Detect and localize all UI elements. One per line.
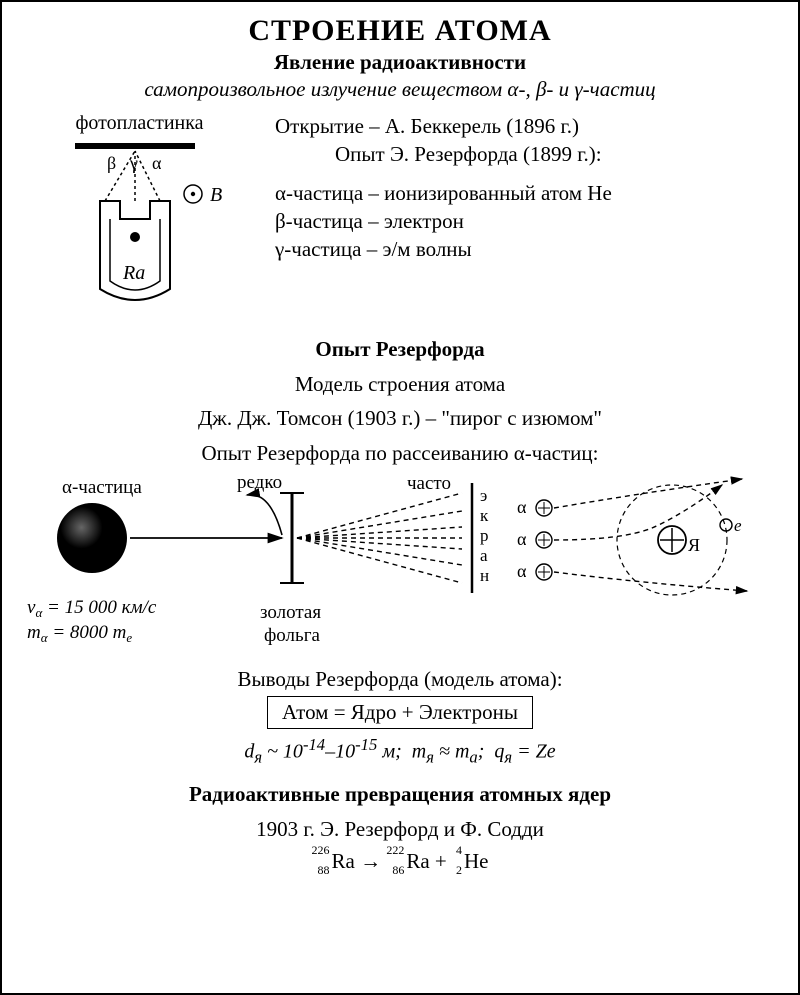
discovery-row: фотопластинка β γ α B⃗ Ra xyxy=(22,112,778,319)
discovery-line1: Открытие – А. Беккерель (1896 г.) xyxy=(275,112,778,140)
foil-label2: фольга xyxy=(264,625,321,646)
model-line3: Опыт Резерфорда по рассеиванию α-частиц: xyxy=(22,439,778,467)
nuclide-ra226: 22688Ra xyxy=(312,849,355,874)
alpha-velocity: vα = 15 000 км/с xyxy=(27,597,157,620)
screen-letter-2: р xyxy=(480,526,489,545)
discovery-lines: Открытие – А. Беккерель (1896 г.) Опыт Э… xyxy=(275,112,778,169)
screen-letter-3: а xyxy=(480,546,488,565)
screen-letter-0: э xyxy=(480,486,487,505)
nuclide-he4: 42He xyxy=(452,849,489,874)
gamma-label: γ xyxy=(129,153,138,173)
photoplate-label: фотопластинка xyxy=(22,112,257,135)
subtitle-italic: самопроизвольное излучение веществом α-,… xyxy=(22,77,778,102)
svg-text:α: α xyxy=(517,529,527,549)
experiment-heading: Опыт Резерфорда xyxy=(22,337,778,362)
alpha-ball-icon xyxy=(57,503,127,573)
screen-letter-1: к xyxy=(480,506,489,525)
alpha-label: α xyxy=(152,153,162,173)
conclusion-label: Выводы Резерфорда (модель атома): xyxy=(22,667,778,692)
alpha-particle-line: α-частица – ионизированный атом He xyxy=(275,179,778,207)
alpha-particle-label: α-частица xyxy=(62,477,142,498)
beta-label: β xyxy=(107,153,116,173)
discovery-line2: Опыт Э. Резерфорда (1899 г.): xyxy=(275,140,778,168)
rare-label: редко xyxy=(237,473,282,493)
decay-equation: 22688Ra → 22286Ra + 42He xyxy=(22,849,778,874)
radio-heading: Радиоактивные превращения атомных ядер xyxy=(22,782,778,807)
foil-label1: золотая xyxy=(260,602,321,623)
radio-year: 1903 г. Э. Резерфорд и Ф. Содди xyxy=(22,815,778,843)
alpha-mass: mα = 8000 me xyxy=(27,622,132,645)
radioactivity-diagram-col: фотопластинка β γ α B⃗ Ra xyxy=(22,112,257,319)
ra-label: Ra xyxy=(122,262,145,284)
nuclide-ra222: 22286Ra xyxy=(386,849,429,874)
radioactivity-diagram: β γ α B⃗ Ra xyxy=(30,139,250,314)
svg-text:α: α xyxy=(517,561,527,581)
particles-list: α-частица – ионизированный атом He β-час… xyxy=(275,179,778,264)
subtitle-bold: Явление радиоактивности xyxy=(22,50,778,75)
screen-letter-4: н xyxy=(480,566,489,585)
b-vector-label: B⃗ xyxy=(210,184,238,206)
conclusion-box-row: Атом = Ядро + Электроны xyxy=(22,696,778,729)
nucleus-label: Я xyxy=(688,535,700,555)
svg-text:α: α xyxy=(517,497,527,517)
often-label: часто xyxy=(407,473,451,494)
model-line2: Дж. Дж. Томсон (1903 г.) – "пирог с изюм… xyxy=(22,404,778,432)
discovery-text-col: Открытие – А. Беккерель (1896 г.) Опыт Э… xyxy=(275,112,778,319)
gamma-particle-line: γ-частица – э/м волны xyxy=(275,235,778,263)
conclusion-box: Атом = Ядро + Электроны xyxy=(267,696,533,729)
atom-model-icon: α α α Я e xyxy=(517,479,747,595)
page-frame: СТРОЕНИЕ АТОМА Явление радиоактивности с… xyxy=(0,0,800,995)
electron-label: e xyxy=(734,516,742,535)
model-line1: Модель строения атома xyxy=(22,370,778,398)
conclusion-formula: dя ~ 10-14–10-15 м; mя ≈ mа; qя = Ze xyxy=(22,735,778,768)
beta-particle-line: β-частица – электрон xyxy=(275,207,778,235)
scattering-diagram: α-частица vα = 15 000 км/с mα = 8000 me … xyxy=(22,473,778,663)
main-title: СТРОЕНИЕ АТОМА xyxy=(22,14,778,48)
